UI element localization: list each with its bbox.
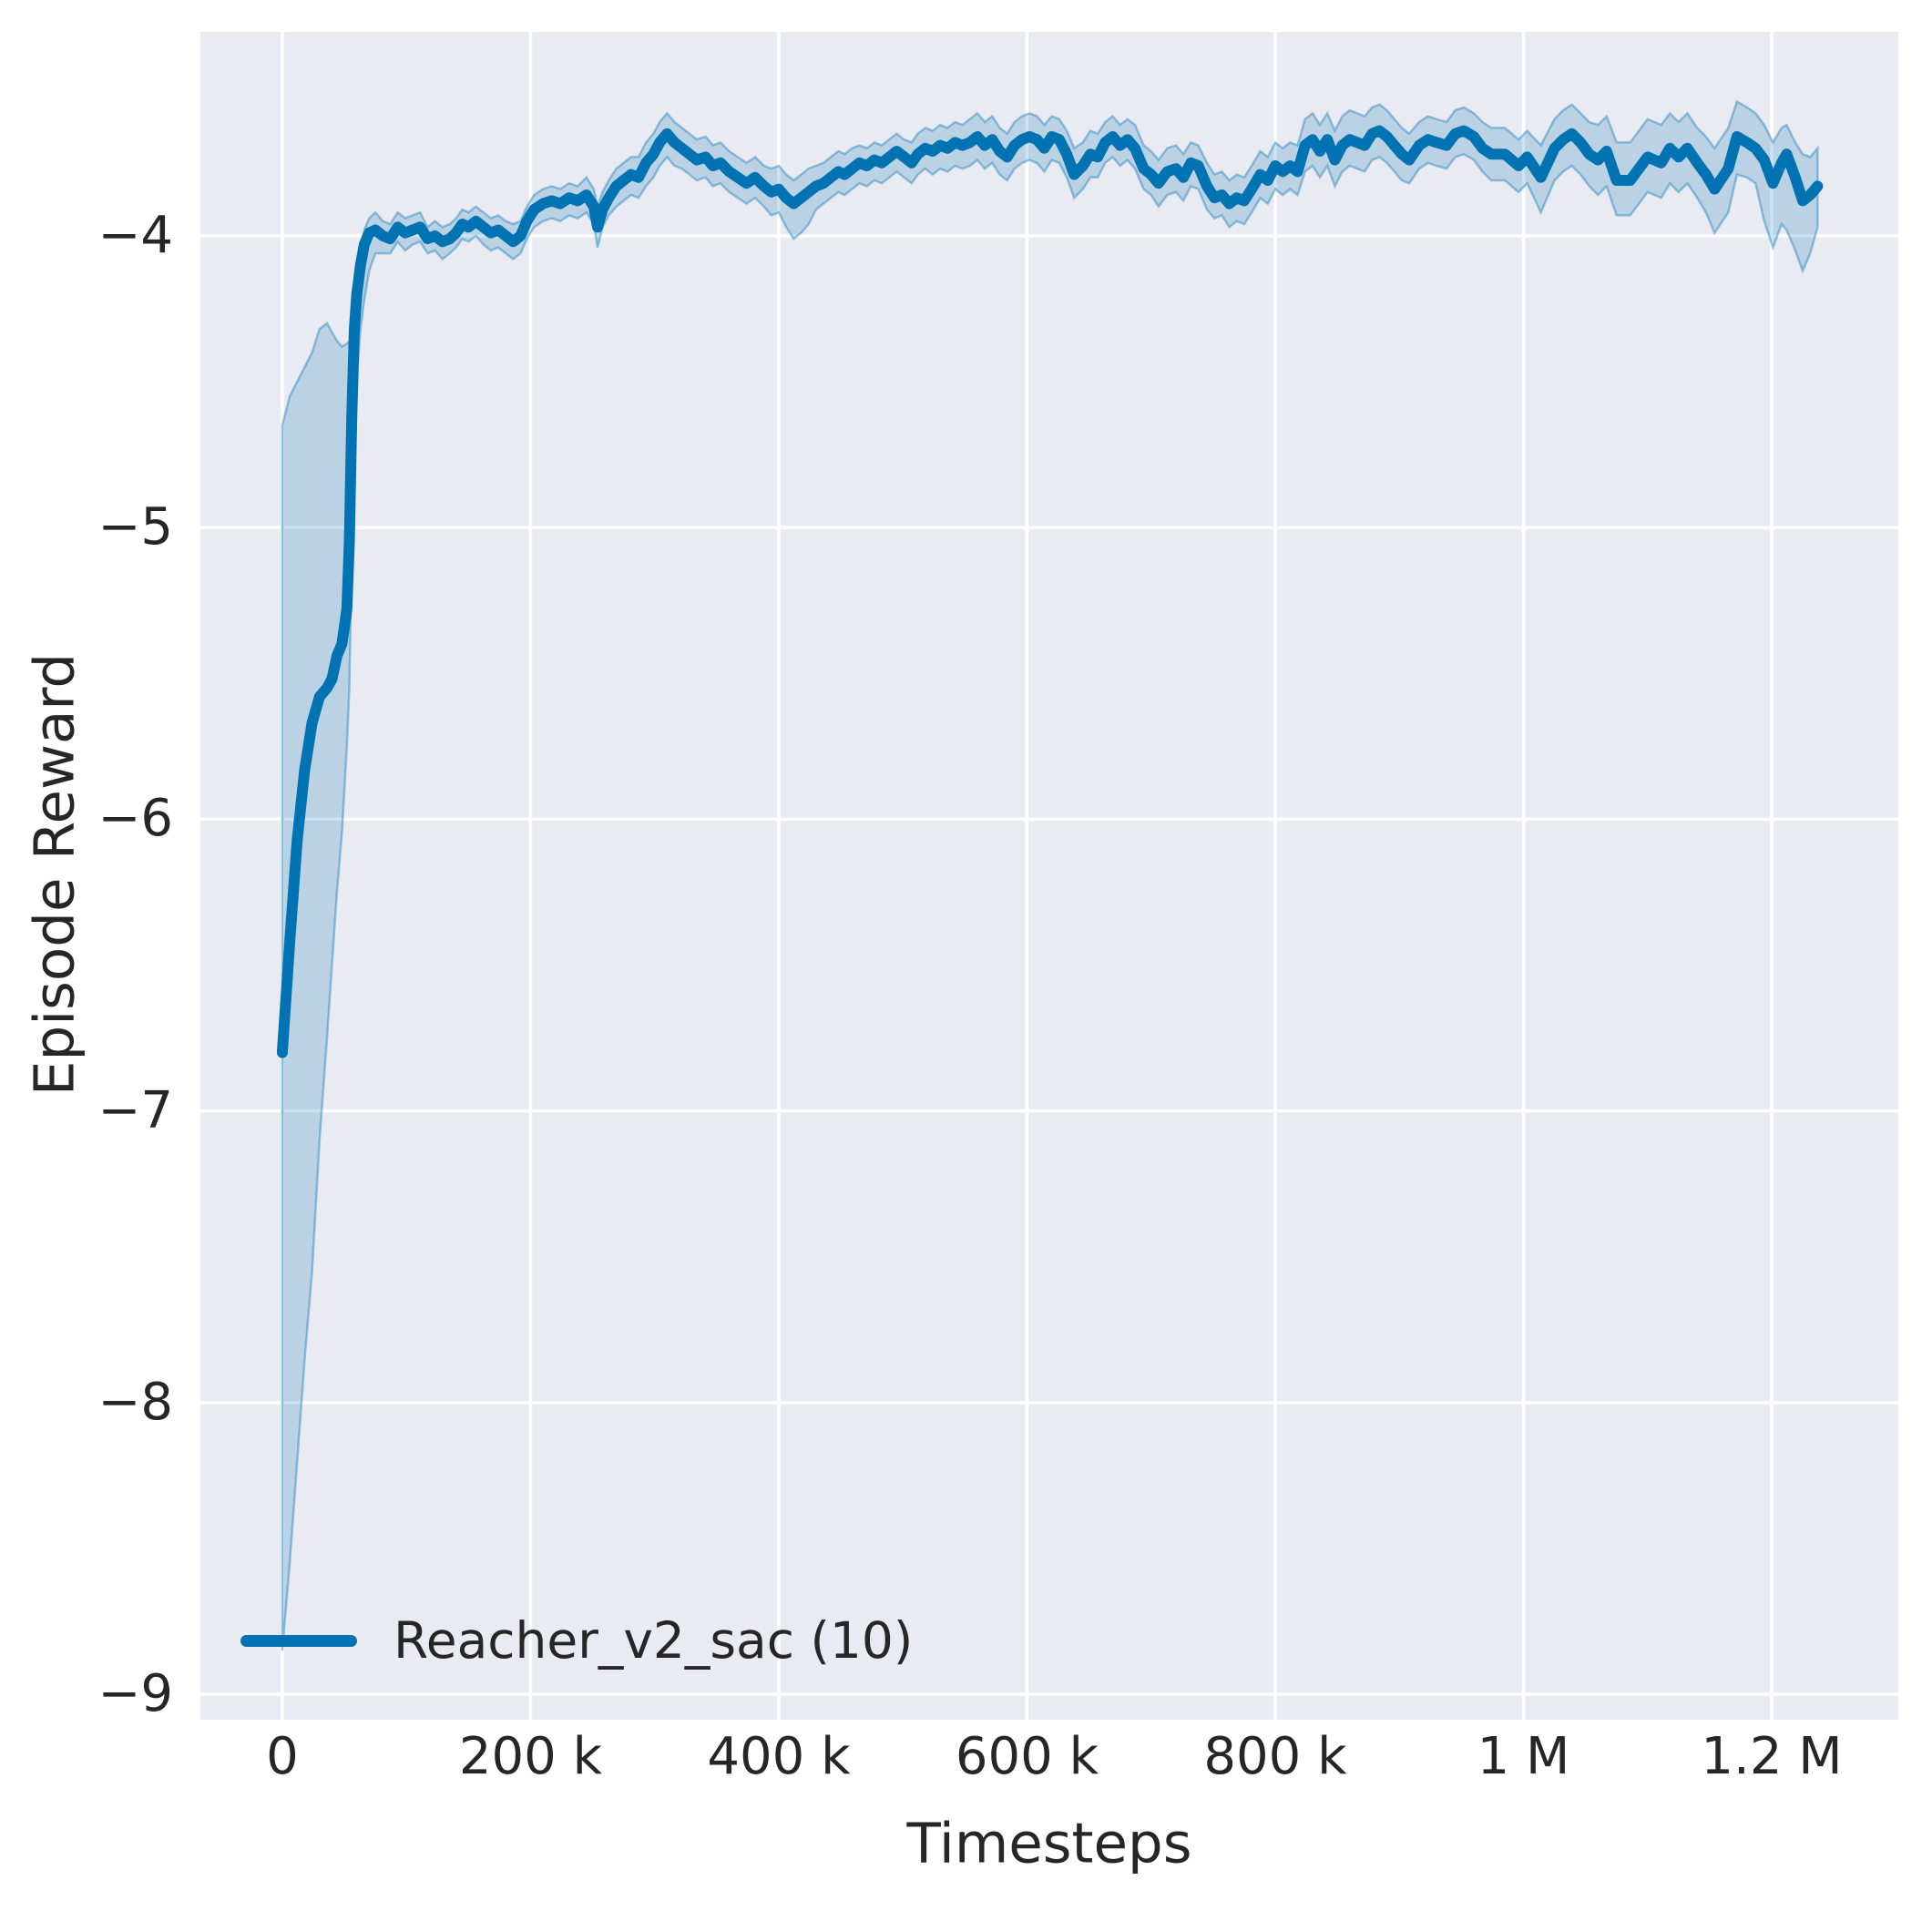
x-tick-label: 400 k (707, 1727, 851, 1786)
mean-line (276, 125, 1824, 1058)
legend-line-sample (240, 1634, 357, 1647)
x-tick-label: 200 k (458, 1727, 602, 1786)
x-tick-label: 800 k (1203, 1727, 1347, 1786)
confidence-band (281, 99, 1819, 1651)
y-tick-label: −6 (97, 789, 173, 849)
y-tick-label: −8 (97, 1372, 173, 1432)
x-axis-label: Timesteps (906, 1811, 1192, 1876)
y-tick-label: −5 (97, 497, 173, 557)
x-tick-label: 1.2 M (1701, 1727, 1843, 1786)
confidence-band-area (281, 99, 1819, 1651)
mean-line-path (276, 125, 1824, 1058)
y-axis-label: Episode Reward (22, 652, 87, 1097)
x-tick-label: 600 k (955, 1727, 1099, 1786)
plot-background (200, 32, 1898, 1720)
legend-label: Reacher_v2_sac (10) (394, 1611, 914, 1670)
x-tick-label: 0 (266, 1727, 299, 1786)
legend: Reacher_v2_sac (10) (240, 1613, 913, 1668)
gridlines (200, 32, 1898, 1720)
x-tick-label: 1 M (1477, 1727, 1570, 1786)
y-tick-label: −7 (97, 1080, 173, 1140)
y-tick-label: −4 (97, 205, 173, 265)
y-tick-label: −9 (97, 1664, 173, 1724)
